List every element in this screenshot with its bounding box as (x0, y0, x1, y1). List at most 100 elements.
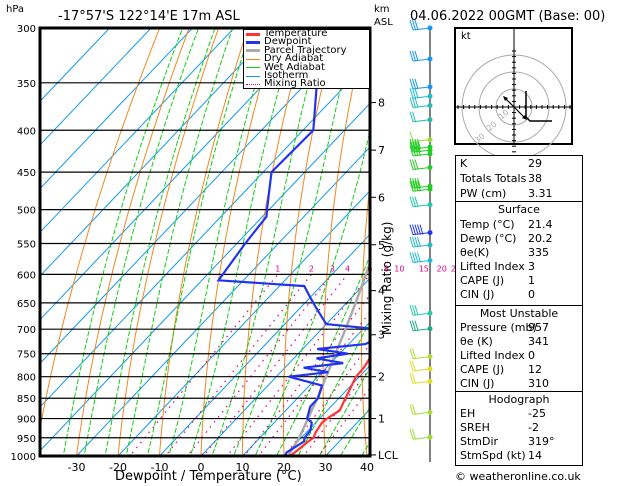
dewpoint-line (216, 40, 370, 456)
copyright[interactable]: © weatheronline.co.uk (455, 470, 581, 483)
wind-barb-flag (414, 181, 419, 192)
wet-adiabat-line (83, 28, 200, 456)
wind-barb-flag (414, 252, 419, 263)
surface-label: CIN (J) (460, 288, 495, 301)
mixing-ratio-line (186, 274, 333, 456)
wind-barb-flag (412, 429, 416, 440)
dry-adiabat-line (200, 28, 278, 456)
pressure-axis: 300 350 400 450 500 550 600 650 700 750 800 850 900 9… (11, 24, 36, 463)
isotherm-line (200, 277, 370, 456)
surface-label: CAPE (J) (460, 274, 505, 287)
pressure-tick-label: 900 (17, 415, 36, 426)
temperature-tick-label: 30 (319, 461, 333, 474)
mixing-ratio-line (164, 274, 312, 456)
pressure-tick-label: 400 (17, 126, 36, 137)
surface-title: Surface (498, 203, 540, 216)
pressure-tick-label: 700 (17, 325, 36, 336)
pressure-tick-label: 800 (17, 373, 36, 384)
hodo-value: 14 (528, 449, 542, 462)
legend-swatch (246, 67, 260, 69)
wind-barb-flag (414, 305, 419, 316)
wind-barb-flag (414, 159, 419, 170)
mixing-ratio-labels: 12346810152025 (275, 264, 461, 273)
wind-barb-flag (417, 224, 421, 235)
hodograph-unit-label: kt (461, 31, 471, 42)
mixing-ratio-label: 2 (309, 264, 314, 273)
dry-adiabat-line (40, 28, 161, 431)
surface-label: Temp (°C) (460, 218, 515, 231)
wind-barb-flag (409, 252, 414, 263)
wind-barb-flag (409, 373, 414, 384)
wind-barb-flag (409, 159, 414, 170)
wind-barb-flag (409, 111, 414, 122)
legend-label: Wet Adiabat (264, 61, 325, 73)
wind-barbs (409, 19, 433, 462)
mixing-ratio-label: 8 (384, 264, 389, 273)
parcel-trajectory-line (287, 258, 370, 456)
wind-barb-flag (414, 236, 419, 248)
wind-barb-flag (409, 224, 414, 235)
surface-label: Dewp (°C) (460, 232, 517, 245)
wind-barb-flag (417, 252, 421, 263)
wind-barb-flag (417, 138, 421, 150)
wind-barb-flag (412, 305, 416, 316)
wet-adiabat-line (62, 28, 184, 456)
legend-swatch (246, 32, 260, 36)
background-lines (40, 28, 370, 456)
mixing-ratio-label: 4 (345, 264, 350, 273)
height-tick-label: 6 (378, 191, 385, 204)
mixing-ratio-label: 1 (275, 264, 280, 273)
wet-adiabat-line (232, 28, 356, 456)
height-tick-label: 7 (378, 144, 385, 157)
hodograph-indices-box: Hodograph EH -25 SREH -2 StmDir 319° Stm… (455, 391, 583, 466)
legend-swatch (246, 75, 260, 77)
wind-barb-flag (409, 97, 414, 108)
hodo-label: EH (460, 407, 476, 420)
surface-box: Surface Temp (°C) 21.4 Dewp (°C) 20.2 θe… (455, 201, 583, 306)
mixing-ratio-label: 10 (394, 264, 404, 273)
legend-label: Mixing Ratio (264, 78, 326, 90)
wind-barb-flag (412, 181, 416, 192)
wind-barb-flag (409, 305, 414, 316)
legend-swatch (246, 58, 260, 60)
pressure-tick-label: 600 (17, 270, 36, 281)
height-tick-label: 1 (378, 413, 385, 426)
wind-barb-flag (414, 97, 419, 108)
wind-barb-flag (412, 252, 416, 263)
wind-barb-flag (414, 145, 419, 157)
isotherm-line (40, 28, 194, 190)
storm-motion-arrowhead (522, 115, 527, 120)
wet-adiabat-line (297, 320, 370, 456)
legend-swatch (246, 49, 260, 53)
temperature-tick-label: 20 (277, 461, 291, 474)
wind-barb-flag (417, 181, 421, 192)
most-unstable-title: Most Unstable (479, 307, 559, 320)
hodo-value: -2 (528, 421, 539, 434)
temperature-tick-label: 10 (236, 461, 250, 474)
wind-barb-flag (412, 88, 416, 99)
wind-barb-flag (412, 50, 416, 62)
wind-barb-flag (412, 404, 416, 415)
wind-barb-flag (412, 111, 416, 122)
isotherm-line (75, 146, 370, 456)
legend-item: Dewpoint (244, 37, 369, 47)
isotherm-line (40, 28, 277, 277)
mixing-ratio-line (283, 343, 370, 456)
surface-value: 20.2 (528, 232, 553, 245)
isotherm-line (117, 190, 370, 456)
hodo-label: SREH (460, 421, 490, 434)
profiles (216, 40, 370, 456)
wind-barb-flag (414, 19, 419, 31)
indices-top-box: K 29 Totals Totals 38 PW (cm) 3.31 (455, 155, 583, 202)
index-value: 29 (528, 157, 542, 170)
index-label: Totals Totals (460, 172, 527, 185)
location-title: -17°57'S 122°14'E 17m ASL (58, 9, 240, 24)
dry-adiabat-line (360, 179, 370, 456)
legend-swatch (246, 41, 260, 45)
wet-adiabat-line (339, 406, 370, 456)
temperature-axis: -30 -20 -10 0 10 20 30 40 (68, 461, 374, 474)
height-tick-label: 2 (378, 371, 385, 384)
wind-barb-flag (414, 224, 419, 235)
isotherm-line (241, 321, 370, 456)
legend-item: Mixing Ratio (244, 78, 369, 90)
